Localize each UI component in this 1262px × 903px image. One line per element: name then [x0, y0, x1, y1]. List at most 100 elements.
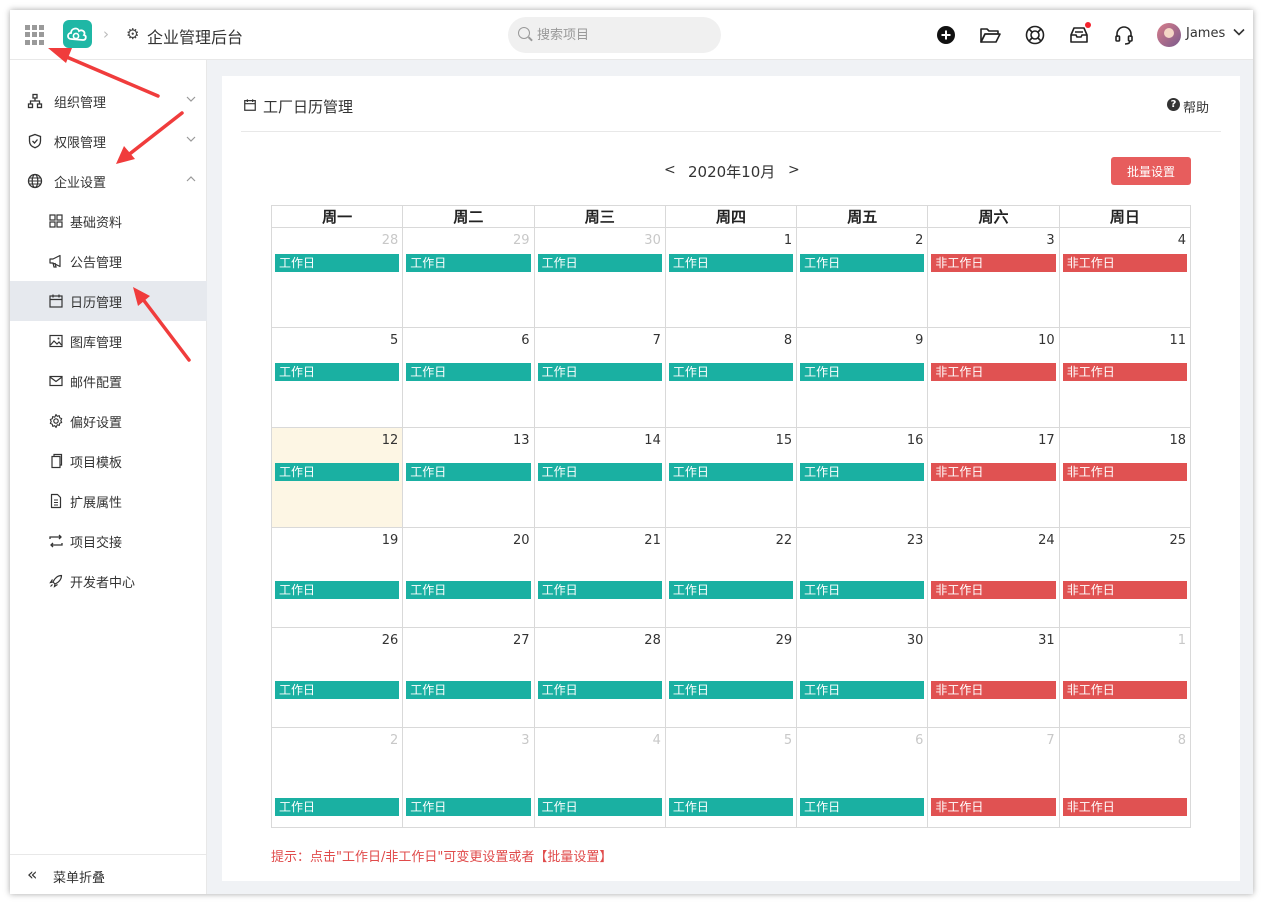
- workday-tag[interactable]: 工作日: [668, 681, 794, 699]
- workday-tag[interactable]: 工作日: [537, 798, 662, 816]
- calendar-day-cell[interactable]: 1 工作日: [664, 227, 798, 328]
- calendar-day-cell[interactable]: 18 非工作日: [1058, 427, 1192, 528]
- calendar-day-cell[interactable]: 1 非工作日: [1058, 627, 1192, 728]
- workday-tag[interactable]: 工作日: [537, 363, 662, 381]
- help-link[interactable]: 帮助: [1183, 101, 1210, 116]
- workday-tag[interactable]: 工作日: [800, 363, 925, 381]
- workday-tag[interactable]: 工作日: [406, 254, 531, 272]
- calendar-day-cell[interactable]: 8 非工作日: [1058, 727, 1192, 828]
- calendar-day-cell[interactable]: 15 工作日: [664, 427, 798, 528]
- batch-settings-button[interactable]: 批量设置: [1111, 157, 1191, 185]
- cloud-logo-icon[interactable]: [63, 20, 92, 48]
- sidebar-item-enterprise-settings[interactable]: 企业设置: [10, 161, 207, 201]
- sidebar-item-announcements[interactable]: 公告管理: [10, 241, 207, 281]
- workday-tag[interactable]: 工作日: [668, 581, 794, 599]
- workday-tag[interactable]: 工作日: [537, 463, 662, 481]
- calendar-day-cell[interactable]: 30 工作日: [796, 627, 929, 728]
- workday-tag[interactable]: 工作日: [275, 254, 400, 272]
- non-workday-tag[interactable]: 非工作日: [1062, 798, 1187, 816]
- calendar-day-cell[interactable]: 6 工作日: [796, 727, 929, 828]
- workday-tag[interactable]: 工作日: [800, 581, 925, 599]
- non-workday-tag[interactable]: 非工作日: [1062, 463, 1187, 481]
- workday-tag[interactable]: 工作日: [275, 581, 400, 599]
- non-workday-tag[interactable]: 非工作日: [931, 798, 1056, 816]
- avatar[interactable]: [1157, 23, 1181, 47]
- workday-tag[interactable]: 工作日: [275, 798, 400, 816]
- calendar-day-cell[interactable]: 5 工作日: [270, 327, 404, 428]
- workday-tag[interactable]: 工作日: [800, 463, 925, 481]
- add-circle-icon[interactable]: [934, 23, 958, 47]
- workday-tag[interactable]: 工作日: [275, 463, 400, 481]
- calendar-day-cell[interactable]: 17 非工作日: [927, 427, 1060, 528]
- workday-tag[interactable]: 工作日: [668, 363, 794, 381]
- workday-tag[interactable]: 工作日: [275, 681, 400, 699]
- folder-open-icon[interactable]: [978, 23, 1002, 47]
- sidebar-item-developer[interactable]: 开发者中心: [10, 561, 207, 601]
- apps-grid-icon[interactable]: [25, 25, 45, 45]
- workday-tag[interactable]: 工作日: [668, 463, 794, 481]
- user-name[interactable]: James: [1186, 26, 1226, 41]
- search-box[interactable]: [508, 17, 721, 53]
- non-workday-tag[interactable]: 非工作日: [1062, 581, 1187, 599]
- workday-tag[interactable]: 工作日: [275, 363, 400, 381]
- help-ring-icon[interactable]: [1023, 23, 1047, 47]
- non-workday-tag[interactable]: 非工作日: [1062, 363, 1187, 381]
- inbox-icon[interactable]: [1067, 23, 1091, 47]
- calendar-day-cell[interactable]: 26 工作日: [270, 627, 404, 728]
- calendar-day-cell[interactable]: 27 工作日: [402, 627, 535, 728]
- calendar-day-cell[interactable]: 24 非工作日: [927, 527, 1060, 628]
- sidebar-item-templates[interactable]: 项目模板: [10, 441, 207, 481]
- calendar-day-cell[interactable]: 3 非工作日: [927, 227, 1060, 328]
- next-month-button[interactable]: >: [788, 162, 800, 178]
- sidebar-item-permissions[interactable]: 权限管理: [10, 121, 207, 161]
- non-workday-tag[interactable]: 非工作日: [1062, 254, 1187, 272]
- calendar-day-cell[interactable]: 7 非工作日: [927, 727, 1060, 828]
- sidebar-item-mail[interactable]: 邮件配置: [10, 361, 207, 401]
- calendar-day-cell[interactable]: 23 工作日: [796, 527, 929, 628]
- calendar-day-cell[interactable]: 2 工作日: [270, 727, 404, 828]
- calendar-day-cell[interactable]: 12 工作日: [270, 427, 404, 528]
- calendar-day-cell[interactable]: 4 非工作日: [1058, 227, 1192, 328]
- calendar-day-cell[interactable]: 7 工作日: [533, 327, 666, 428]
- non-workday-tag[interactable]: 非工作日: [931, 463, 1056, 481]
- calendar-day-cell[interactable]: 8 工作日: [664, 327, 798, 428]
- calendar-day-cell[interactable]: 2 工作日: [796, 227, 929, 328]
- workday-tag[interactable]: 工作日: [800, 798, 925, 816]
- calendar-day-cell[interactable]: 28 工作日: [533, 627, 666, 728]
- calendar-day-cell[interactable]: 20 工作日: [402, 527, 535, 628]
- calendar-day-cell[interactable]: 3 工作日: [402, 727, 535, 828]
- non-workday-tag[interactable]: 非工作日: [931, 363, 1056, 381]
- workday-tag[interactable]: 工作日: [406, 681, 531, 699]
- collapse-menu-button[interactable]: « 菜单折叠: [10, 854, 207, 894]
- sidebar-item-preferences[interactable]: 偏好设置: [10, 401, 207, 441]
- workday-tag[interactable]: 工作日: [406, 463, 531, 481]
- help-icon[interactable]: ?: [1167, 98, 1180, 111]
- headset-icon[interactable]: [1112, 23, 1136, 47]
- calendar-day-cell[interactable]: 9 工作日: [796, 327, 929, 428]
- non-workday-tag[interactable]: 非工作日: [1062, 681, 1187, 699]
- calendar-day-cell[interactable]: 25 非工作日: [1058, 527, 1192, 628]
- workday-tag[interactable]: 工作日: [668, 254, 794, 272]
- calendar-day-cell[interactable]: 21 工作日: [533, 527, 666, 628]
- calendar-day-cell[interactable]: 10 非工作日: [927, 327, 1060, 428]
- workday-tag[interactable]: 工作日: [800, 681, 925, 699]
- search-input[interactable]: [537, 25, 707, 45]
- calendar-day-cell[interactable]: 13 工作日: [402, 427, 535, 528]
- workday-tag[interactable]: 工作日: [406, 363, 531, 381]
- calendar-day-cell[interactable]: 14 工作日: [533, 427, 666, 528]
- calendar-day-cell[interactable]: 4 工作日: [533, 727, 666, 828]
- calendar-day-cell[interactable]: 11 非工作日: [1058, 327, 1192, 428]
- workday-tag[interactable]: 工作日: [668, 798, 794, 816]
- calendar-day-cell[interactable]: 29 工作日: [664, 627, 798, 728]
- workday-tag[interactable]: 工作日: [406, 581, 531, 599]
- workday-tag[interactable]: 工作日: [537, 254, 662, 272]
- sidebar-item-calendar[interactable]: 日历管理: [10, 281, 207, 321]
- non-workday-tag[interactable]: 非工作日: [931, 681, 1056, 699]
- calendar-day-cell[interactable]: 30 工作日: [533, 227, 666, 328]
- sidebar-item-extended-attrs[interactable]: 扩展属性: [10, 481, 207, 521]
- workday-tag[interactable]: 工作日: [406, 798, 531, 816]
- non-workday-tag[interactable]: 非工作日: [931, 581, 1056, 599]
- workday-tag[interactable]: 工作日: [537, 581, 662, 599]
- calendar-day-cell[interactable]: 5 工作日: [664, 727, 798, 828]
- calendar-day-cell[interactable]: 22 工作日: [664, 527, 798, 628]
